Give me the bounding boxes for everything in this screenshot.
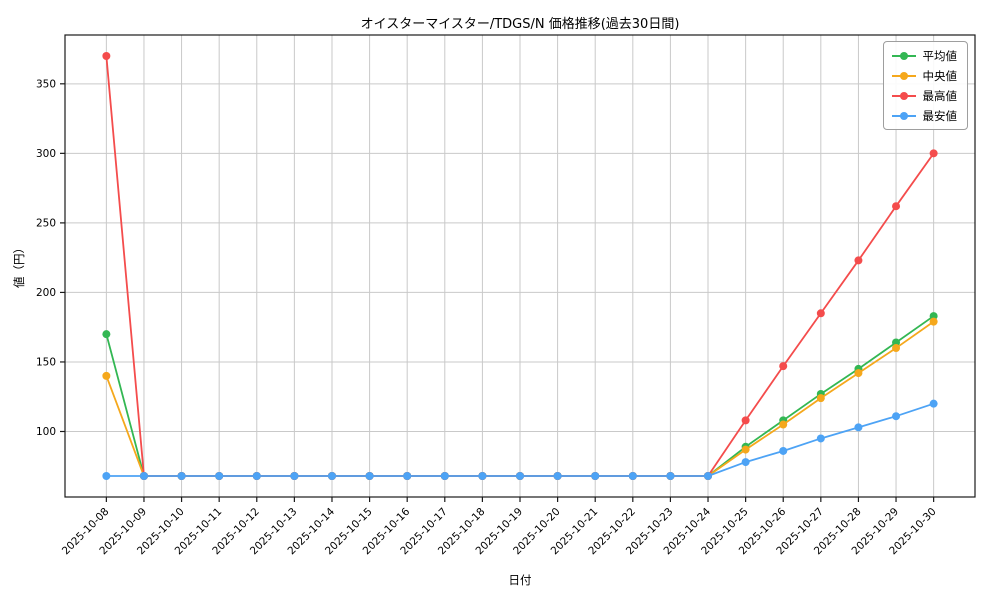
- x-axis-label: 日付: [508, 573, 532, 587]
- series-marker-平均値: [929, 312, 938, 321]
- legend: 平均値中央値最高値最安値: [882, 41, 968, 130]
- y-tick-label: 300: [36, 148, 56, 160]
- series-marker-最安値: [290, 472, 299, 480]
- series-marker-中央値: [816, 394, 825, 403]
- legend-item-中央値: 中央値: [891, 68, 958, 83]
- series-marker-最安値: [666, 472, 675, 480]
- legend-line-marker-icon: [891, 91, 916, 100]
- series-marker-最安値: [516, 472, 524, 480]
- series-marker-中央値: [779, 420, 788, 429]
- series-marker-平均値: [102, 330, 111, 339]
- series-marker-最安値: [177, 472, 186, 480]
- series-marker-最安値: [440, 472, 449, 480]
- legend-item-最高値: 最高値: [891, 88, 958, 103]
- series-marker-最高値: [741, 416, 750, 425]
- y-tick-label: 250: [36, 217, 56, 229]
- series-marker-最安値: [553, 472, 562, 480]
- series-marker-最高値: [779, 362, 788, 371]
- series-marker-最安値: [139, 472, 148, 480]
- series-marker-最安値: [704, 472, 713, 480]
- legend-line-marker-icon: [891, 111, 916, 120]
- series-marker-最安値: [365, 472, 374, 480]
- series-marker-中央値: [854, 369, 863, 378]
- series-marker-最安値: [816, 434, 825, 443]
- series-marker-最高値: [892, 202, 901, 211]
- series-marker-最高値: [102, 52, 111, 60]
- legend-dot-icon: [899, 91, 908, 100]
- series-marker-最安値: [403, 472, 412, 480]
- series-marker-最安値: [252, 472, 261, 480]
- series-marker-最安値: [478, 472, 487, 480]
- series-marker-最安値: [102, 472, 111, 480]
- legend-line-marker-icon: [891, 71, 916, 80]
- series-marker-中央値: [929, 317, 938, 326]
- series-marker-最高値: [929, 149, 938, 158]
- series-marker-最高値: [854, 256, 863, 265]
- series-marker-最安値: [628, 472, 637, 480]
- series-marker-最安値: [779, 446, 788, 455]
- legend-dot-icon: [899, 111, 908, 120]
- legend-label: 中央値: [922, 68, 958, 83]
- y-axis-label: 値（円）: [12, 242, 26, 288]
- chart-title: オイスターマイスター/TDGS/N 価格推移(過去30日間): [360, 17, 680, 32]
- series-marker-最安値: [591, 472, 600, 480]
- legend-line-marker-icon: [891, 51, 916, 60]
- series-marker-最安値: [854, 423, 863, 432]
- series-marker-最安値: [892, 412, 901, 421]
- y-tick-label: 150: [36, 356, 56, 368]
- series-marker-中央値: [102, 371, 111, 380]
- series-marker-最安値: [741, 458, 750, 467]
- series-marker-最安値: [327, 472, 336, 480]
- legend-dot-icon: [899, 51, 908, 60]
- y-tick-label: 200: [36, 287, 56, 299]
- legend-label: 最高値: [922, 88, 958, 103]
- legend-label: 最安値: [922, 108, 958, 123]
- legend-label: 平均値: [922, 48, 958, 63]
- series-marker-平均値: [892, 338, 901, 347]
- series-marker-最高値: [816, 309, 825, 318]
- legend-dot-icon: [899, 71, 908, 80]
- series-marker-中央値: [892, 344, 901, 353]
- legend-item-最安値: 最安値: [891, 108, 958, 123]
- series-marker-最安値: [215, 472, 224, 480]
- series-marker-中央値: [741, 445, 750, 454]
- y-tick-label: 350: [36, 78, 56, 90]
- series-marker-最安値: [929, 399, 938, 408]
- legend-item-平均値: 平均値: [891, 48, 958, 63]
- y-tick-label: 100: [36, 426, 56, 438]
